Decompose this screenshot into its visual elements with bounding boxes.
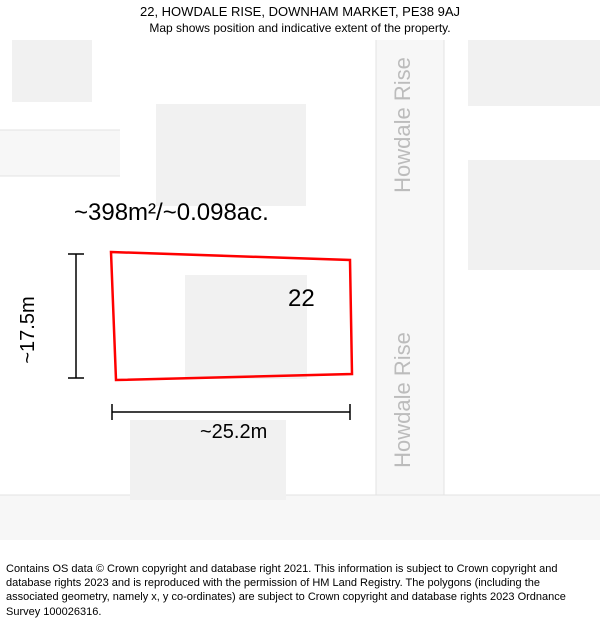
map-container: Howdale Rise Howdale Rise ~398m²/~0.098ac.… [0, 40, 600, 540]
svg-text:Howdale Rise: Howdale Rise [390, 332, 415, 468]
svg-text:~25.2m: ~25.2m [200, 421, 267, 443]
page-title: 22, HOWDALE RISE, DOWNHAM MARKET, PE38 9… [0, 4, 600, 19]
header: 22, HOWDALE RISE, DOWNHAM MARKET, PE38 9… [0, 0, 600, 37]
svg-text:Howdale Rise: Howdale Rise [390, 57, 415, 193]
page-subtitle: Map shows position and indicative extent… [0, 21, 600, 35]
svg-text:22: 22 [288, 285, 315, 312]
property-map: Howdale Rise Howdale Rise ~398m²/~0.098ac.… [0, 40, 600, 540]
svg-text:~398m²/~0.098ac.: ~398m²/~0.098ac. [74, 199, 269, 226]
svg-text:~17.5m: ~17.5m [17, 296, 39, 363]
copyright-footer: Contains OS data © Crown copyright and d… [6, 562, 594, 619]
